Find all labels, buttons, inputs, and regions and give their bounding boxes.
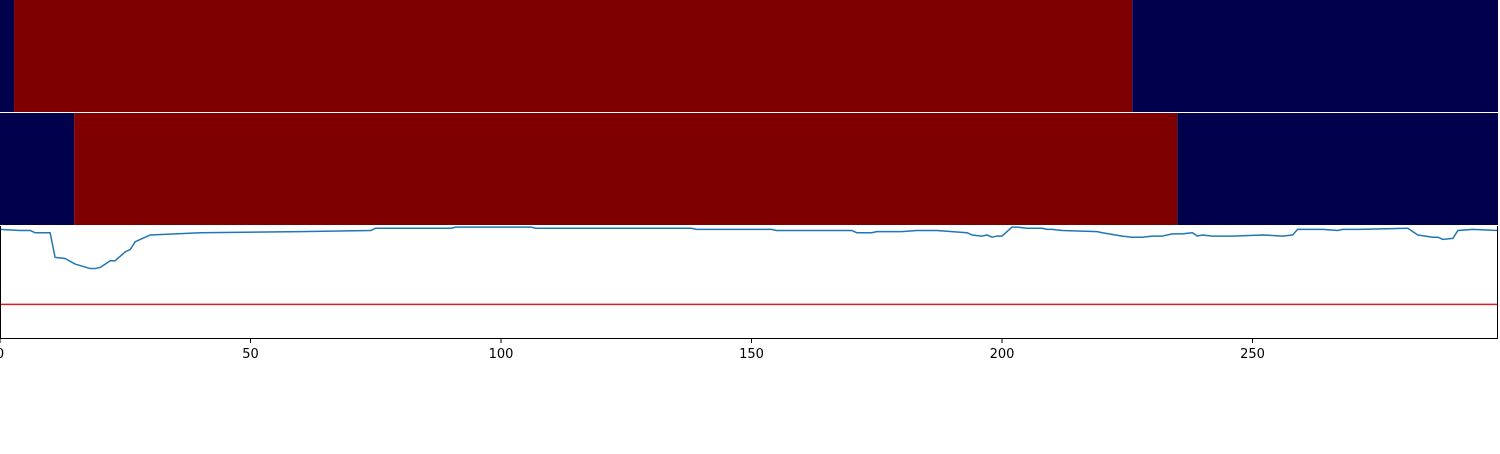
state-row-2-segment-1	[0, 113, 75, 225]
state-row-1-segment-1	[0, 0, 15, 112]
x-tick-label-0: 0	[0, 347, 4, 362]
x-tick-label-100: 100	[489, 347, 514, 362]
x-tick-label-250: 250	[1240, 347, 1265, 362]
line-panel-background	[0, 226, 1498, 338]
state-row-2-segment-2	[74, 113, 1178, 225]
x-tick-label-150: 150	[739, 347, 764, 362]
x-tick-label-200: 200	[990, 347, 1015, 362]
state-rows	[0, 0, 1498, 225]
state-row-1-segment-3	[1132, 0, 1498, 112]
state-row-1-segment-2	[14, 0, 1133, 112]
state-row-2-segment-3	[1177, 113, 1498, 225]
series-line-1	[0, 226, 1499, 270]
x-axis: 0 50 100 150 200 250	[0, 338, 1498, 362]
x-tick-label-50: 50	[242, 347, 259, 362]
line-panel	[0, 226, 1499, 338]
